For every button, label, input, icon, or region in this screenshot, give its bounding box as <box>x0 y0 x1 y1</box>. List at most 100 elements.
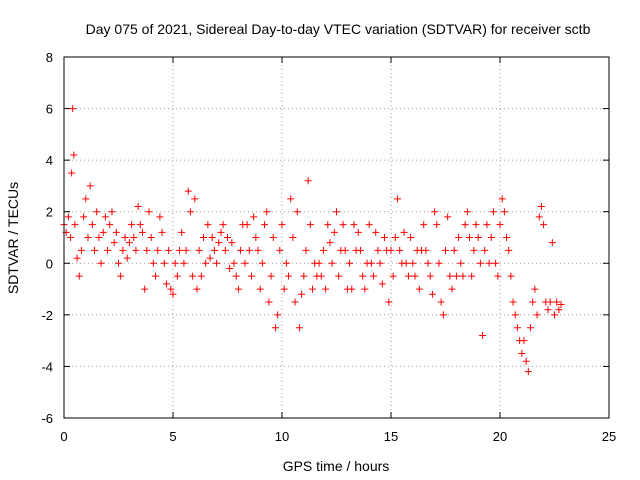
data-point <box>503 234 511 241</box>
data-point <box>533 311 541 319</box>
data-point <box>158 228 166 236</box>
data-point <box>420 221 428 229</box>
data-point <box>280 285 288 293</box>
data-point <box>276 246 284 254</box>
data-point <box>365 221 373 229</box>
data-point <box>261 221 269 229</box>
data-point <box>496 221 504 229</box>
chart-title: Day 075 of 2021, Sidereal Day-to-day VTE… <box>86 21 591 37</box>
data-point <box>483 221 491 229</box>
data-point <box>197 272 205 280</box>
data-point <box>481 246 489 254</box>
y-tick-label: 6 <box>46 102 53 117</box>
data-point <box>106 221 114 229</box>
data-point <box>226 264 234 272</box>
data-point <box>195 246 203 254</box>
data-point <box>461 221 469 229</box>
data-point <box>219 221 227 229</box>
data-point <box>123 254 131 262</box>
data-point <box>180 259 188 267</box>
data-point <box>237 246 245 254</box>
data-point <box>178 228 186 236</box>
data-point <box>531 285 539 293</box>
data-point <box>67 234 75 241</box>
data-point <box>200 234 208 241</box>
data-point <box>374 246 382 254</box>
data-point <box>130 234 138 241</box>
y-tick-label: 0 <box>46 256 53 271</box>
data-point <box>265 298 273 306</box>
data-point <box>527 324 535 332</box>
data-point <box>404 272 412 280</box>
data-point <box>191 195 199 203</box>
data-point <box>450 246 458 254</box>
data-point <box>250 213 258 221</box>
data-point <box>315 259 323 267</box>
data-point <box>435 259 443 267</box>
data-point <box>472 221 480 229</box>
data-point <box>300 272 308 280</box>
data-point <box>540 221 548 229</box>
data-point <box>134 203 142 211</box>
data-point <box>356 246 364 254</box>
data-point <box>372 228 380 236</box>
data-point <box>80 213 88 221</box>
data-point <box>498 195 506 203</box>
data-point <box>68 169 76 177</box>
data-point <box>431 208 439 216</box>
data-point <box>71 221 79 229</box>
data-point <box>409 259 417 267</box>
y-tick-label: 4 <box>46 153 53 168</box>
data-point <box>171 259 179 267</box>
data-point <box>202 259 210 267</box>
data-point <box>193 285 201 293</box>
data-point <box>186 208 194 216</box>
y-tick-label: -4 <box>41 359 53 374</box>
data-point <box>117 272 125 280</box>
data-point <box>147 234 155 241</box>
data-point <box>437 298 445 306</box>
data-point <box>99 228 107 236</box>
data-point <box>391 234 399 241</box>
data-point <box>84 234 92 241</box>
data-point <box>169 290 177 298</box>
data-point <box>228 239 236 247</box>
data-point <box>328 259 336 267</box>
data-point <box>269 234 277 241</box>
data-point <box>215 239 223 247</box>
data-point <box>256 285 264 293</box>
x-tick-label: 25 <box>602 429 616 444</box>
data-point <box>322 285 330 293</box>
data-point <box>511 311 519 319</box>
data-point <box>75 272 83 280</box>
data-point <box>152 272 160 280</box>
data-point <box>500 208 508 216</box>
data-point <box>335 272 343 280</box>
data-point <box>505 246 513 254</box>
data-point <box>489 208 497 216</box>
data-point <box>367 259 375 267</box>
data-point <box>346 259 354 267</box>
data-point <box>64 213 72 221</box>
data-point <box>520 337 528 345</box>
data-point <box>88 221 96 229</box>
data-point <box>136 221 144 229</box>
data-point <box>287 195 295 203</box>
x-tick-label: 15 <box>384 429 398 444</box>
data-point <box>247 272 255 280</box>
tick-labels: 0 5 10 15 20 25 -6 -4 -2 0 2 4 6 8 <box>41 50 616 444</box>
data-point <box>333 208 340 216</box>
data-point <box>544 306 552 314</box>
data-point <box>389 272 397 280</box>
data-point <box>465 234 473 241</box>
data-point <box>232 272 240 280</box>
data-point <box>167 285 175 293</box>
data-point <box>149 259 157 267</box>
data-point <box>252 234 260 241</box>
data-point <box>354 228 362 236</box>
data-point <box>143 246 151 254</box>
x-tick-label: 0 <box>60 429 67 444</box>
data-point <box>278 221 286 229</box>
data-points <box>60 105 565 376</box>
y-axis-label: SDTVAR / TECUs <box>5 182 21 294</box>
